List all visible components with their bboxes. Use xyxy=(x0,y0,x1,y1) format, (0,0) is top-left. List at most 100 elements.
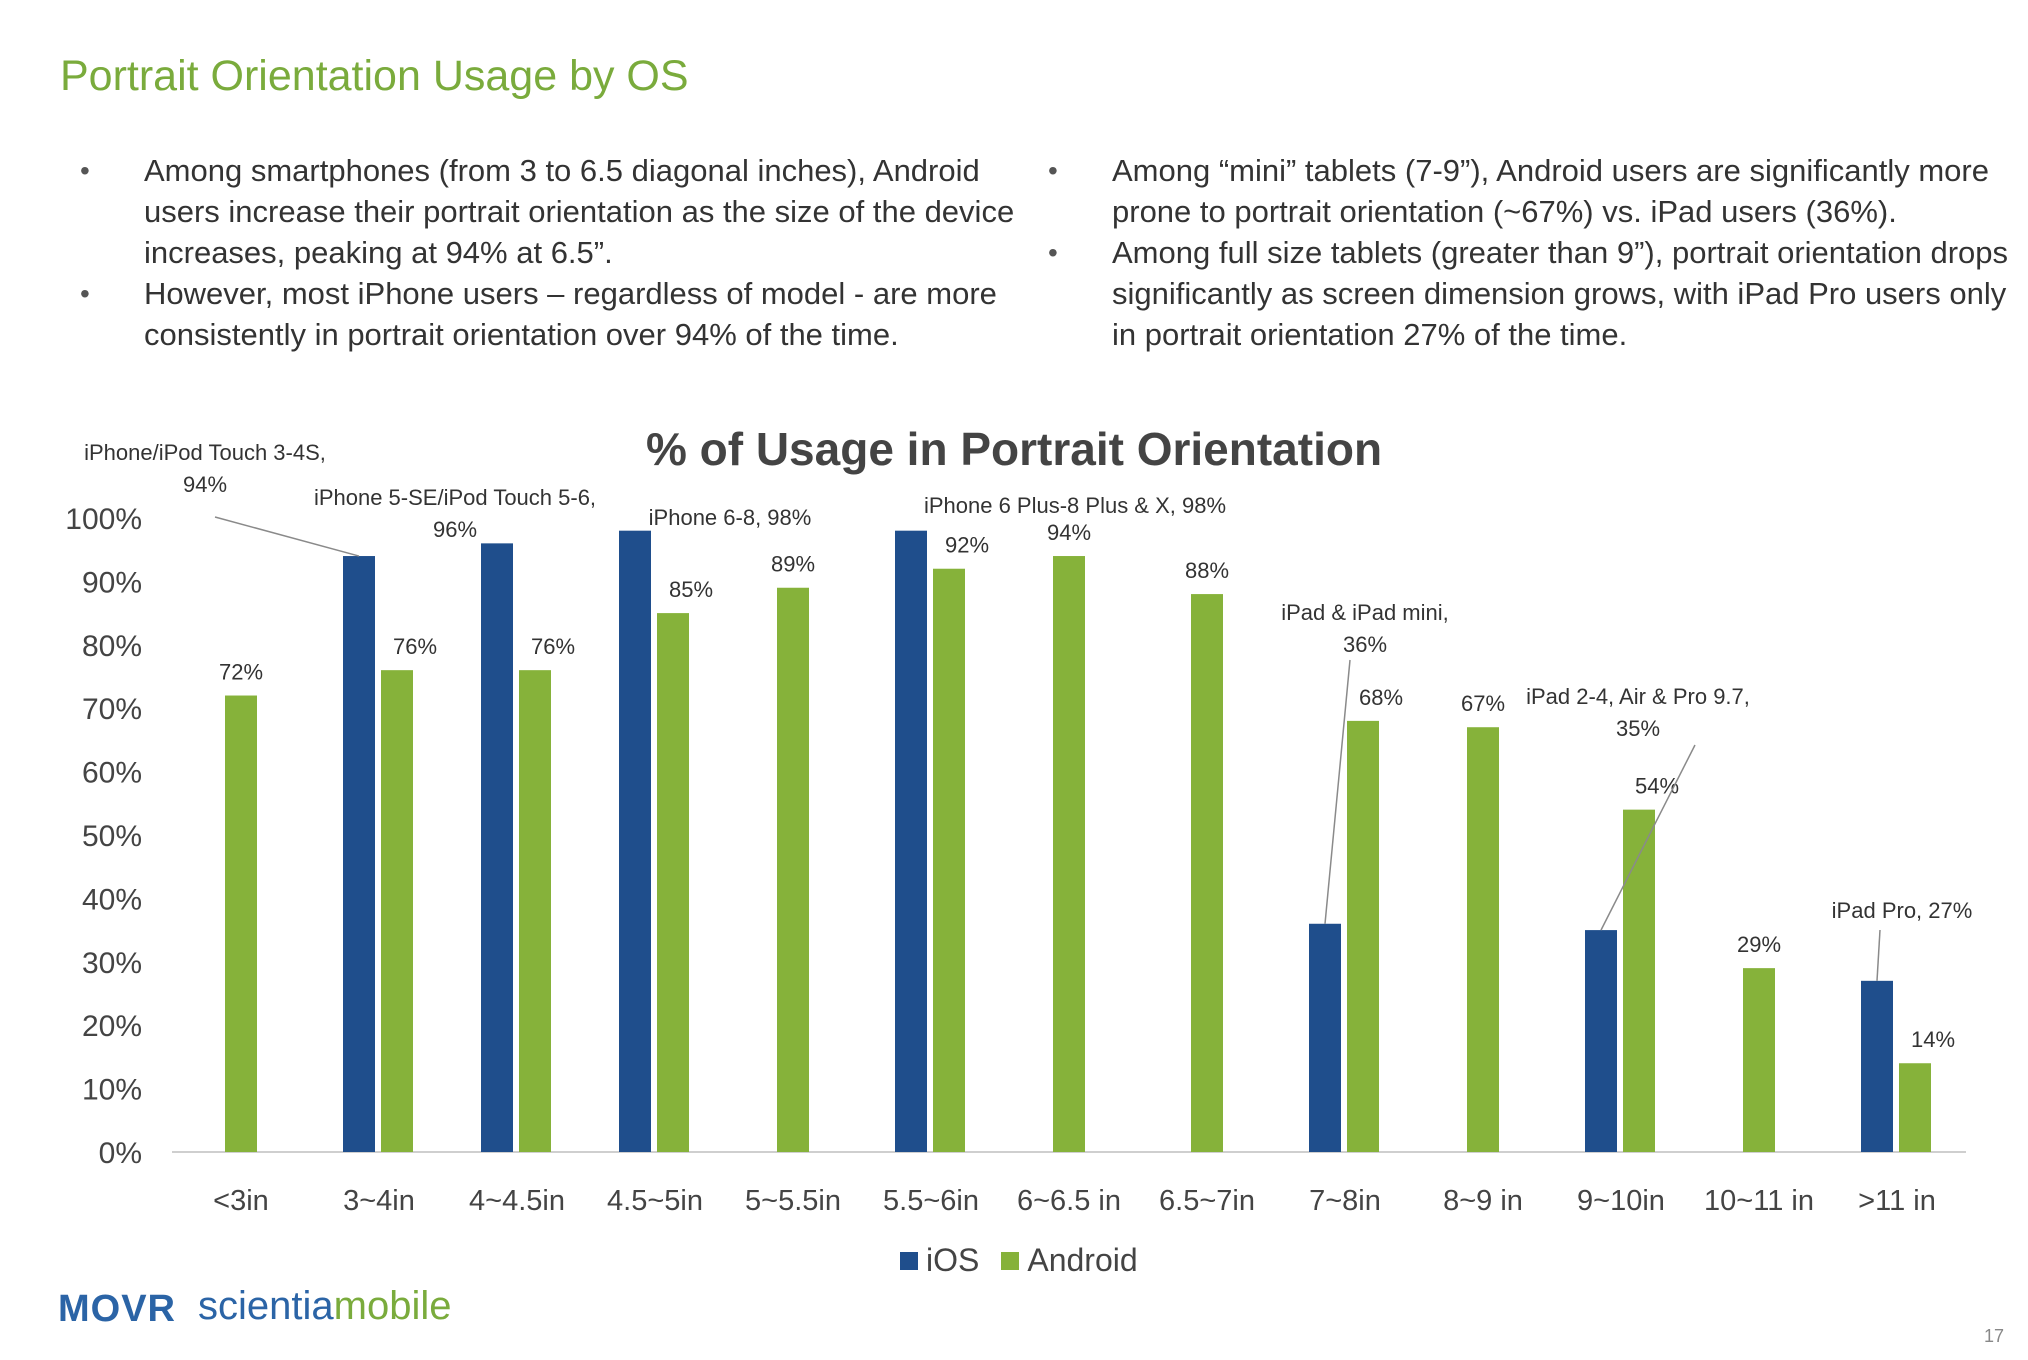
logo-scientia-text: scientia xyxy=(198,1284,334,1328)
legend-label-ios: iOS xyxy=(926,1242,980,1278)
bar-ios xyxy=(1861,980,1893,1152)
bar-android xyxy=(1899,1063,1931,1152)
bar-android xyxy=(1467,727,1499,1152)
chart-title: % of Usage in Portrait Orientation xyxy=(646,423,1382,475)
y-tick-label: 50% xyxy=(82,820,142,853)
bars xyxy=(225,530,1931,1152)
legend-swatch-android xyxy=(1001,1251,1020,1270)
chart-legend: iOS Android xyxy=(900,1242,1160,1279)
x-tick-label: 3~4in xyxy=(343,1185,415,1217)
ios-callout: iPhone 5-SE/iPod Touch 5-6, 96% xyxy=(314,485,596,542)
ios-callout-text: iPad & iPad mini, xyxy=(1281,600,1449,625)
ios-callout: iPhone/iPod Touch 3-4S, 94% xyxy=(84,440,360,557)
bullet-right-2: Among full size tablets (greater than 9”… xyxy=(1030,232,2010,355)
page-number: 17 xyxy=(1983,1326,2004,1346)
legend-label-android: Android xyxy=(1027,1242,1138,1278)
x-axis: <3in 3~4in 4~4.5in 4.5~5in 5~5.5in 5.5~6in 6~6… xyxy=(172,1151,1966,1217)
bar-ios xyxy=(481,543,513,1152)
ios-callout-leader xyxy=(1324,659,1351,924)
slide-title: Portrait Orientation Usage by OS xyxy=(60,52,689,100)
ios-callout-text: iPhone 5-SE/iPod Touch 5-6, xyxy=(314,485,596,510)
ios-callout: iPhone 6-8, 98% xyxy=(649,505,812,530)
ios-callout-leader xyxy=(214,516,360,557)
ios-callout-text: 96% xyxy=(433,517,477,542)
bar-ios xyxy=(1309,923,1341,1152)
x-tick-label: 9~10in xyxy=(1577,1185,1665,1217)
android-value-label: 76% xyxy=(393,634,437,659)
bar-ios xyxy=(1585,930,1617,1152)
android-value-label: 92% xyxy=(945,533,989,558)
legend-item-android: Android xyxy=(1001,1242,1138,1279)
ios-callout: iPhone 6 Plus-8 Plus & X, 98% xyxy=(924,493,1226,518)
ios-callout-text: iPhone/iPod Touch 3-4S, xyxy=(84,440,326,465)
y-tick-label: 60% xyxy=(82,757,142,790)
data-labels: 72% 76% 76% 85% 89% 92% 94% 88% 68% 67% 54% 29% 14% xyxy=(219,520,1955,1052)
bar-android xyxy=(1743,968,1775,1152)
ios-callout-leader xyxy=(1600,744,1696,931)
y-tick-label: 30% xyxy=(82,947,142,980)
logo-mobile-text: mobile xyxy=(333,1284,452,1328)
bullet-left-1: Among smartphones (from 3 to 6.5 diagona… xyxy=(62,150,1022,273)
y-tick-label: 100% xyxy=(65,503,142,536)
android-value-label: 88% xyxy=(1185,558,1229,583)
x-tick-label: 4~4.5in xyxy=(469,1185,565,1217)
ios-callout: iPad & iPad mini, 36% xyxy=(1281,600,1449,924)
movr-logo: MOVR xyxy=(58,1288,176,1330)
android-value-label: 76% xyxy=(531,634,575,659)
bullet-right-1: Among “mini” tablets (7-9”), Android use… xyxy=(1030,150,2010,232)
bar-android xyxy=(1053,556,1085,1152)
legend-item-ios: iOS xyxy=(900,1242,979,1279)
bullets-left: Among smartphones (from 3 to 6.5 diagona… xyxy=(62,150,1022,355)
y-tick-label: 80% xyxy=(82,630,142,663)
bullets-right: Among “mini” tablets (7-9”), Android use… xyxy=(1030,150,2010,355)
bar-ios xyxy=(895,530,927,1152)
android-value-label: 67% xyxy=(1461,691,1505,716)
bar-android xyxy=(519,670,551,1152)
bar-ios xyxy=(619,530,651,1152)
y-tick-label: 0% xyxy=(99,1137,142,1170)
y-tick-label: 20% xyxy=(82,1010,142,1043)
y-tick-label: 10% xyxy=(82,1074,142,1107)
bar-android xyxy=(933,568,965,1152)
android-value-label: 29% xyxy=(1737,932,1781,957)
ios-callout-text: iPad 2-4, Air & Pro 9.7, xyxy=(1526,684,1750,709)
ios-callout-text: iPad Pro, 27% xyxy=(1832,898,1973,923)
bar-android xyxy=(777,587,809,1152)
y-tick-label: 70% xyxy=(82,693,142,726)
x-tick-label: 5.5~6in xyxy=(883,1185,979,1217)
ios-callout: iPad 2-4, Air & Pro 9.7, 35% xyxy=(1526,684,1750,931)
android-value-label: 89% xyxy=(771,552,815,577)
bar-android xyxy=(657,613,689,1152)
bar-ios xyxy=(343,556,375,1152)
ios-callout-text: 35% xyxy=(1616,716,1660,741)
y-tick-label: 40% xyxy=(82,883,142,916)
ios-callout: iPad Pro, 27% xyxy=(1832,898,1973,981)
ios-callout-leader xyxy=(1876,929,1881,981)
android-value-label: 72% xyxy=(219,660,263,685)
callouts: iPhone/iPod Touch 3-4S, 94% iPhone 5-SE/iP… xyxy=(84,440,1972,981)
android-value-label: 68% xyxy=(1359,685,1403,710)
y-tick-label: 90% xyxy=(82,566,142,599)
x-tick-label: 7~8in xyxy=(1309,1185,1381,1217)
x-tick-label: 8~9 in xyxy=(1443,1185,1523,1217)
bar-android xyxy=(381,670,413,1152)
bar-android xyxy=(1347,720,1379,1152)
x-tick-label: 6.5~7in xyxy=(1159,1185,1255,1217)
ios-callout-text: iPhone 6-8, 98% xyxy=(649,505,812,530)
scientiamobile-logo: scientiamobile xyxy=(198,1284,451,1329)
bar-android xyxy=(1623,809,1655,1152)
ios-callout-text: iPhone 6 Plus-8 Plus & X, 98% xyxy=(924,493,1226,518)
x-tick-label: 10~11 in xyxy=(1704,1185,1814,1217)
bar-android xyxy=(1191,594,1223,1152)
portrait-usage-chart: % of Usage in Portrait Orientation 0% 10%… xyxy=(65,423,1972,1217)
android-value-label: 85% xyxy=(669,577,713,602)
x-tick-label: 4.5~5in xyxy=(607,1185,703,1217)
ios-callout-text: 94% xyxy=(183,472,227,497)
x-tick-label: <3in xyxy=(213,1185,269,1217)
ios-callout-text: 36% xyxy=(1343,632,1387,657)
android-value-label: 14% xyxy=(1911,1027,1955,1052)
x-tick-label: 5~5.5in xyxy=(745,1185,841,1217)
legend-swatch-ios xyxy=(900,1251,918,1270)
bar-android xyxy=(225,695,257,1152)
x-tick-label: >11 in xyxy=(1858,1185,1936,1217)
